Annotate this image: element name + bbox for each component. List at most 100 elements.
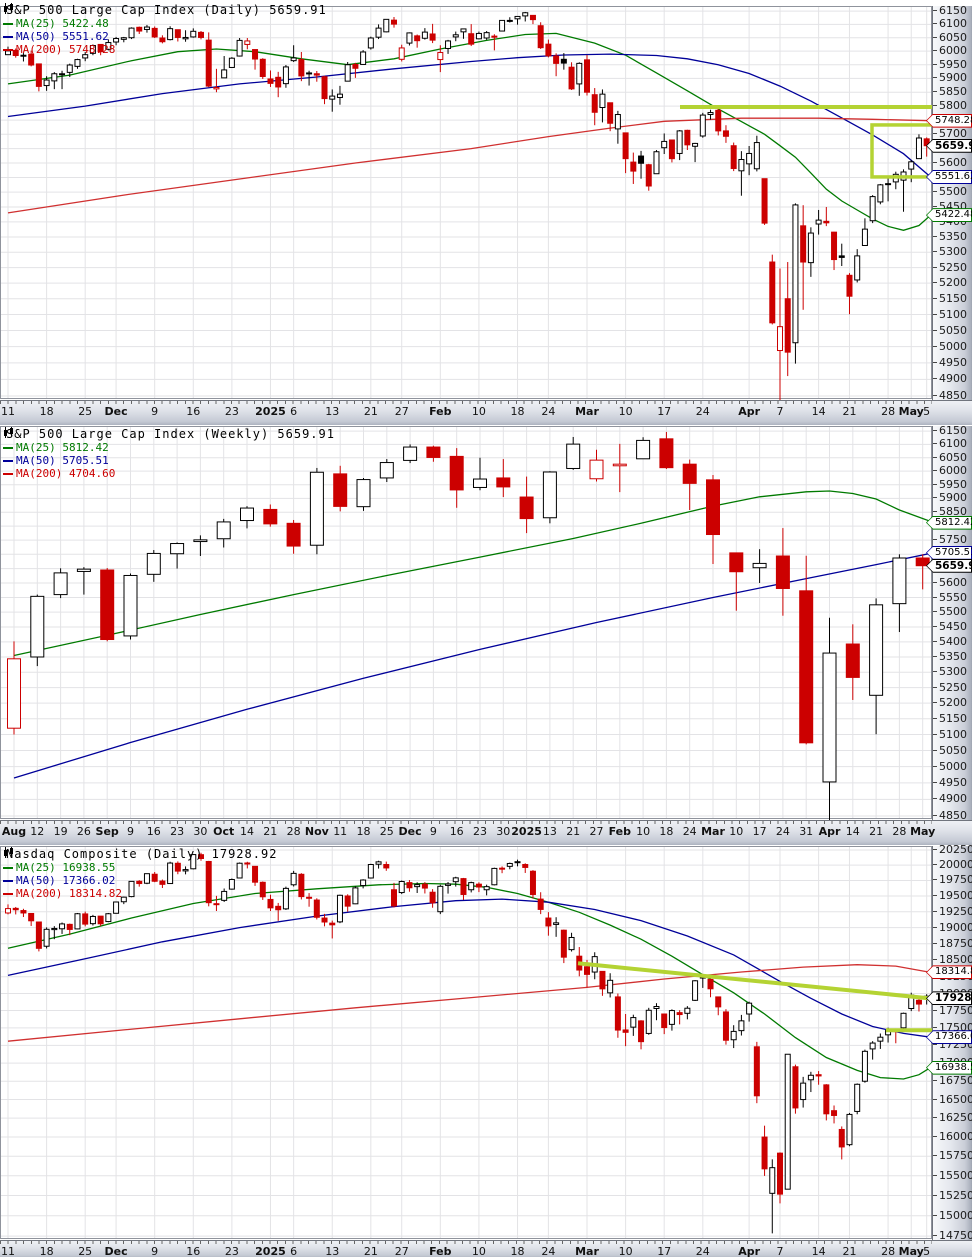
y-tick-label: 5050 <box>933 743 967 757</box>
x-tick-label: 24 <box>541 405 556 418</box>
price-tag-bg <box>927 139 971 152</box>
y-tick-label: 5850 <box>933 85 967 99</box>
ma-price-tag: 18314.82 <box>926 965 972 980</box>
ma-line-MA25 <box>13 490 932 657</box>
legend-ma50: MA(50) 5551.62 <box>3 30 327 43</box>
x-tick-label: 16 <box>449 825 464 838</box>
x-axis: Aug 12 19 26 Sep 9 16 23 30 Oct 14 21 28 Nov 11 18 25 Dec… <box>0 820 972 845</box>
ma-price-tag: 17366.02 <box>926 1030 972 1045</box>
plot-background <box>0 6 932 399</box>
legend-ma50: MA(50) 5705.51 <box>3 454 335 467</box>
x-tick-label: 12 <box>30 825 45 838</box>
y-tick-label: 17750 <box>933 1003 972 1017</box>
price-tag-value: 17928.92 <box>935 992 972 1005</box>
x-tick-label: 10 <box>729 825 744 838</box>
y-tick-label: 6050 <box>933 30 967 44</box>
x-tick-label: 25 <box>78 1245 93 1257</box>
price-tag-bg <box>927 114 971 127</box>
x-tick-label: 24 <box>775 825 790 838</box>
y-tick-label: 5150 <box>933 711 967 725</box>
y-tick-label: 5250 <box>933 260 967 274</box>
x-tick-label: Mar <box>701 825 725 838</box>
x-tick-label: 9 <box>127 825 134 838</box>
x-tick-label: 10 <box>636 825 651 838</box>
y-tick-label: 5750 <box>933 533 967 547</box>
x-tick-label: 2025 <box>255 405 286 418</box>
x-tick-label: 19 <box>53 825 68 838</box>
x-tick-label: Apr <box>738 1245 761 1257</box>
y-tick-label: 5600 <box>933 155 967 169</box>
x-tick-label: 23 <box>224 405 239 418</box>
x-tick-label: 10 <box>618 405 633 418</box>
candles-layer <box>5 11 930 401</box>
x-tick-label: 25 <box>379 825 394 838</box>
y-tick-label: 5100 <box>933 307 967 321</box>
x-tick-label: 23 <box>224 1245 239 1257</box>
y-tick-label: 19250 <box>933 904 972 918</box>
price-tag-value: 5659.91 <box>935 139 972 152</box>
y-tick-label: 15500 <box>933 1168 972 1182</box>
price-tag-value: 18314.82 <box>935 966 972 978</box>
x-tick-label: May <box>898 1245 924 1257</box>
x-tick-label: 21 <box>363 1245 378 1257</box>
x-tick-label: 18 <box>510 1245 525 1257</box>
price-tag-bg <box>927 966 971 979</box>
x-tick-label: 7 <box>776 1245 784 1257</box>
y-tick-label: 5250 <box>933 680 967 694</box>
current-price-tag: 17928.92 <box>926 991 972 1006</box>
chart-title: Nasdaq Composite (Daily) 17928.92 <box>6 847 278 861</box>
x-tick-label: 28 <box>286 825 301 838</box>
ma-line-MA200 <box>7 117 931 214</box>
x-axis: 11 18 25 Dec 9 16 23 2025 6 13 21 27 Feb 10 18 24 Mar 10 1… <box>0 400 972 425</box>
y-tick-label: 5950 <box>933 57 967 71</box>
x-tick-label: 18 <box>356 825 371 838</box>
x-tick-label: 5 <box>923 405 931 418</box>
y-tick-label: 15750 <box>933 1149 972 1163</box>
x-tick-label: Feb <box>429 1245 452 1257</box>
x-tick-label: 7 <box>776 405 784 418</box>
x-tick-label: Dec <box>104 1245 128 1257</box>
x-tick-label: Aug <box>1 825 27 838</box>
y-tick-label: 19500 <box>933 888 972 902</box>
x-tick-label: 18 <box>39 405 54 418</box>
chart-sp500-weekly: S&P 500 Large Cap Index (Weekly) 5659.91… <box>0 424 972 845</box>
chart-header: S&P 500 Large Cap Index (Weekly) 5659.91… <box>3 427 335 480</box>
y-tick-label: 5400 <box>933 634 967 648</box>
x-tick-label: Dec <box>398 825 422 838</box>
x-tick-label: 27 <box>394 405 409 418</box>
ma25-swatch <box>3 22 13 25</box>
x-tick-label: 24 <box>695 405 710 418</box>
legend-ma200: MA(200) 18314.82 <box>3 887 277 900</box>
x-tick-label: 13 <box>325 405 340 418</box>
y-tick-label: 5850 <box>933 505 967 519</box>
price-tag-value: 5659.91 <box>935 559 972 572</box>
price-plot <box>0 846 972 1239</box>
y-tick-label: 5600 <box>933 575 967 589</box>
x-tick-label: 23 <box>473 825 487 838</box>
ma-price-tag: 5705.51 <box>926 545 972 560</box>
y-tick-label: 6050 <box>933 450 967 464</box>
x-tick-label: 28 <box>892 825 907 838</box>
y-tick-label: 5450 <box>933 619 967 633</box>
x-tick-label: 21 <box>869 825 884 838</box>
legend-ma50: MA(50) 17366.02 <box>3 874 277 887</box>
x-tick-label: Sep <box>95 825 119 838</box>
chart-title: S&P 500 Large Cap Index (Daily) 5659.91 <box>6 3 327 17</box>
price-tag-value: 5551.62 <box>935 171 972 183</box>
ma-line-MA200 <box>7 964 931 1042</box>
x-tick-label: 27 <box>394 1245 409 1257</box>
y-tick-label: 15250 <box>933 1188 972 1202</box>
y-tick-label: 4900 <box>933 792 967 806</box>
y-tick-label: 5200 <box>933 276 967 290</box>
ma200-swatch <box>3 48 13 51</box>
x-tick-label: 2025 <box>511 825 542 838</box>
y-tick-label: 6150 <box>933 424 967 438</box>
x-tick-label: 18 <box>659 825 674 838</box>
x-tick-label: Nov <box>304 825 329 838</box>
y-tick-label: 18500 <box>933 953 972 967</box>
x-tick-label: 30 <box>193 825 208 838</box>
price-tag-value: 5748.28 <box>935 114 972 126</box>
price-tag-value: 5812.42 <box>935 516 972 528</box>
ma-line-MA50 <box>7 53 931 178</box>
x-tick-label: 10 <box>618 1245 633 1257</box>
